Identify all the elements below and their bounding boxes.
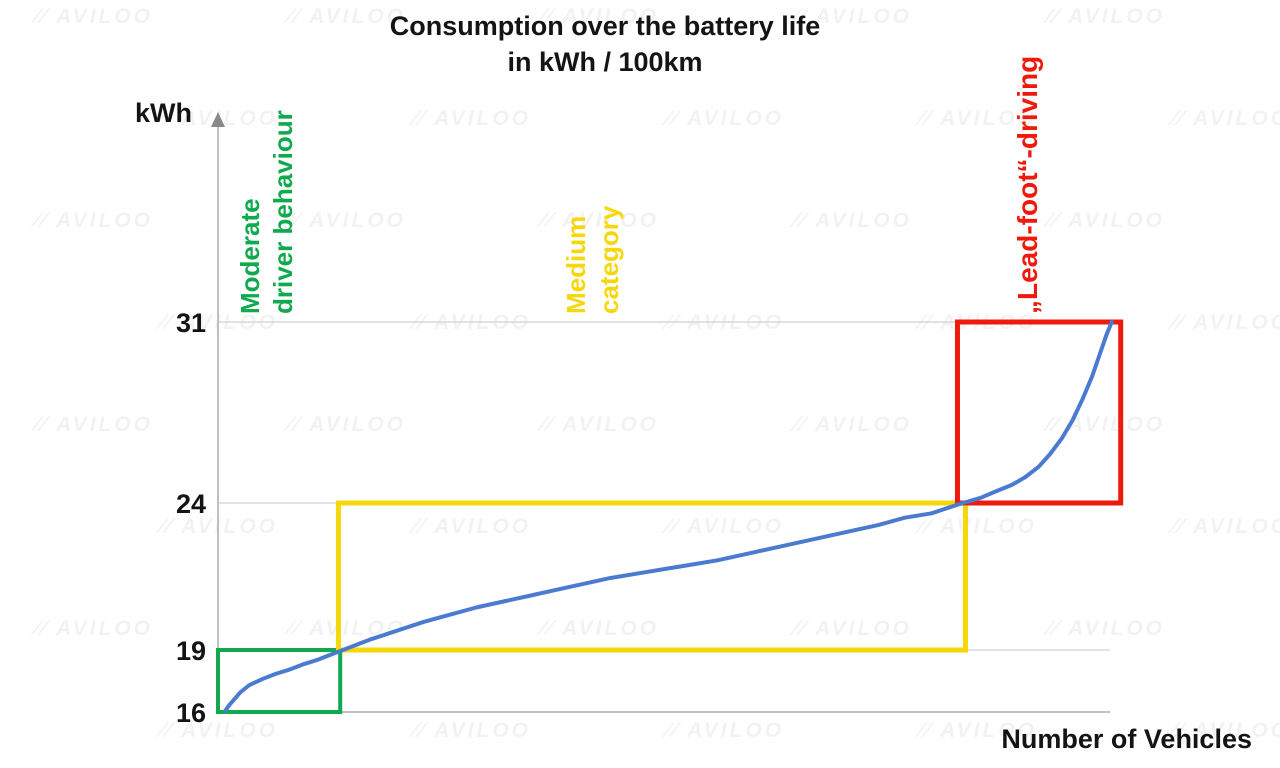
chart-title-line1: Consumption over the battery life	[389, 11, 821, 41]
annotation-line: Moderate	[235, 198, 265, 314]
watermark: ∕∕ AVILOO	[288, 209, 407, 232]
watermark: ∕∕ AVILOO	[1047, 617, 1166, 640]
watermark: ∕∕ AVILOO	[666, 515, 785, 538]
chart-title-line2: in kWh / 100km	[507, 47, 703, 78]
watermark: ∕∕ AVILOO	[541, 617, 660, 640]
watermark: ∕∕ AVILOO	[1172, 107, 1280, 130]
watermark: ∕∕ AVILOO	[666, 107, 785, 130]
watermark: ∕∕ AVILOO	[413, 515, 532, 538]
watermark: ∕∕ AVILOO	[35, 617, 154, 640]
y-axis-unit-label: kWh	[135, 98, 192, 128]
watermark: ∕∕ AVILOO	[919, 107, 1038, 130]
chart-title: Consumption over the battery life in kWh…	[0, 8, 1210, 81]
region-box-moderate-driver-behaviour	[216, 648, 343, 714]
y-tick-label-16: 16	[176, 698, 206, 728]
watermark: ∕∕ AVILOO	[919, 719, 1038, 742]
watermark: ∕∕ AVILOO	[794, 5, 913, 28]
watermark: ∕∕ AVILOO	[794, 413, 913, 436]
y-tick-label-19: 19	[176, 636, 206, 666]
annotation-moderate-driver-behaviour: Moderate driver behaviour	[234, 110, 299, 314]
watermark: ∕∕ AVILOO	[35, 413, 154, 436]
annotation-line: Medium	[561, 215, 591, 314]
watermark: ∕∕ AVILOO	[1047, 209, 1166, 232]
consumption-curve	[223, 320, 1114, 713]
watermark: ∕∕ AVILOO	[794, 209, 913, 232]
annotation-line: driver behaviour	[267, 110, 298, 314]
watermark: ∕∕ AVILOO	[1047, 413, 1166, 436]
watermark: ∕∕ AVILOO	[288, 413, 407, 436]
watermark: ∕∕ AVILOO	[1047, 5, 1166, 28]
watermark: ∕∕ AVILOO	[1172, 515, 1280, 538]
watermark: ∕∕ AVILOO	[413, 107, 532, 130]
watermark: ∕∕ AVILOO	[541, 209, 660, 232]
watermark: ∕∕ AVILOO	[288, 617, 407, 640]
watermark: ∕∕ AVILOO	[794, 617, 913, 640]
watermark: ∕∕ AVILOO	[35, 209, 154, 232]
watermark: ∕∕ AVILOO	[288, 5, 407, 28]
y-axis-arrow-icon	[211, 112, 225, 127]
watermark: ∕∕ AVILOO	[1172, 719, 1280, 742]
watermark: ∕∕ AVILOO	[1172, 311, 1280, 334]
watermark: ∕∕ AVILOO	[35, 5, 154, 28]
region-box-medium-category	[335, 500, 968, 653]
annotation-line: „Lead-foot“-driving	[1012, 55, 1043, 314]
watermark: ∕∕ AVILOO	[160, 719, 279, 742]
annotation-lead-foot-driving: „Lead-foot“-driving	[1010, 56, 1045, 314]
annotation-medium-category: Medium category	[560, 206, 625, 314]
y-tick-label-24: 24	[176, 489, 206, 519]
x-axis-label: Number of Vehicles	[1001, 724, 1252, 754]
y-tick-label-31: 31	[176, 308, 206, 338]
watermark: ∕∕ AVILOO	[919, 515, 1038, 538]
region-box-lead-foot-driving	[954, 319, 1124, 506]
annotation-line: category	[593, 205, 624, 314]
watermark: ∕∕ AVILOO	[666, 719, 785, 742]
watermark: ∕∕ AVILOO	[541, 413, 660, 436]
watermark: ∕∕ AVILOO	[541, 5, 660, 28]
watermark: ∕∕ AVILOO	[413, 719, 532, 742]
